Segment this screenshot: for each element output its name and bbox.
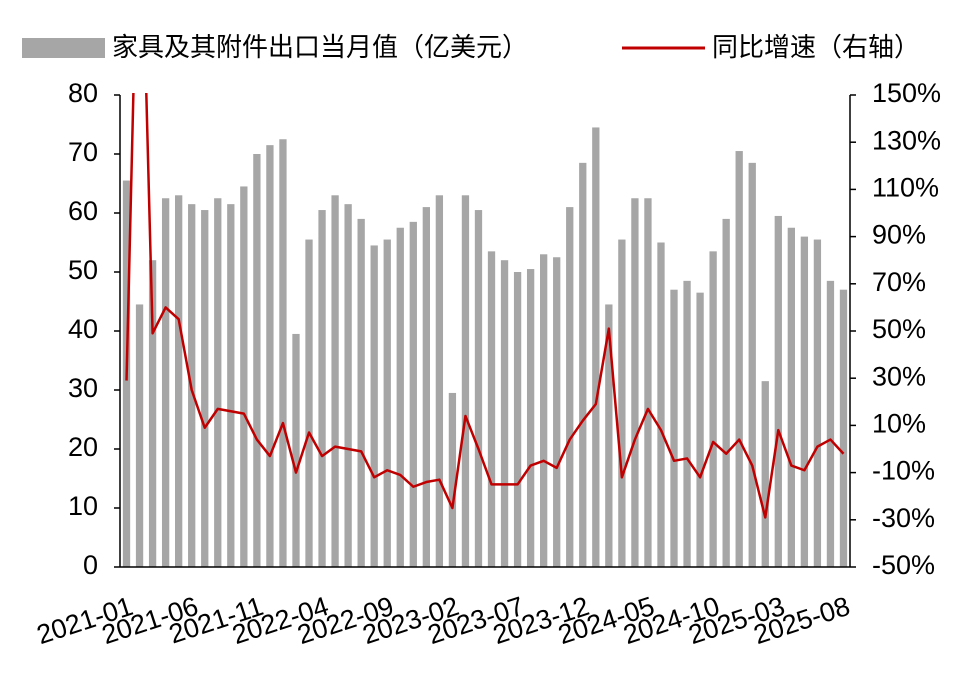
bar (148, 260, 157, 567)
y2-tick-label: -10% (872, 456, 935, 486)
bar (266, 145, 274, 567)
bar (787, 227, 795, 567)
bar (800, 236, 809, 567)
y-tick-label: 70 (68, 137, 98, 167)
bar (592, 127, 600, 567)
bar (370, 245, 378, 567)
legend-swatch (22, 38, 105, 58)
bar (553, 257, 561, 567)
y2-tick-label: 130% (872, 125, 941, 155)
bar (240, 186, 248, 567)
bar (305, 239, 313, 568)
y-tick-label: 50 (68, 255, 98, 285)
bar (318, 210, 326, 568)
bar (344, 204, 352, 567)
bar (435, 195, 444, 568)
y2-tick-label: 110% (872, 173, 939, 203)
bar (774, 215, 782, 567)
bar (500, 260, 509, 567)
bar (735, 151, 743, 568)
y2-tick-label: 10% (872, 409, 926, 439)
bar (292, 333, 300, 567)
bar (331, 195, 339, 568)
y2-tick-label: 150% (872, 78, 941, 108)
legend-label: 同比增速（右轴） (712, 32, 920, 62)
bar (175, 195, 183, 568)
bar (683, 280, 691, 567)
bar (513, 272, 522, 567)
bar (670, 289, 678, 567)
bar (540, 254, 548, 568)
bar (487, 251, 496, 567)
bar (696, 292, 704, 567)
bar (201, 210, 209, 568)
bar (357, 218, 365, 567)
bar (474, 210, 483, 568)
bar (579, 162, 587, 567)
bar (657, 242, 665, 567)
bar (422, 207, 430, 567)
y2-tick-label: 50% (872, 314, 926, 344)
bar (605, 304, 613, 567)
y2-tick-label: 90% (872, 220, 926, 250)
y-tick-label: 0 (83, 550, 98, 580)
y2-tick-label: 70% (872, 267, 926, 297)
bar (761, 381, 769, 567)
y2-tick-label: -50% (872, 550, 935, 580)
bar (448, 392, 457, 567)
bar (826, 280, 835, 567)
bar (644, 198, 652, 567)
line-group (125, 93, 845, 519)
legend-label: 家具及其附件出口当月值（亿美元） (112, 32, 528, 62)
bar (526, 269, 535, 567)
bar (566, 207, 574, 567)
bar (461, 195, 470, 568)
y-tick-label: 30 (68, 373, 98, 403)
bar (161, 198, 170, 567)
bar (383, 239, 391, 568)
y2-tick-label: 30% (872, 361, 926, 391)
bar (409, 221, 417, 567)
bar (618, 239, 626, 568)
bar (748, 162, 756, 567)
line (125, 93, 845, 519)
bar (396, 227, 404, 567)
bar (709, 251, 717, 567)
bar (813, 239, 822, 568)
bar (253, 154, 261, 567)
y-tick-label: 20 (68, 432, 98, 462)
bar (839, 289, 848, 567)
y2-tick-label: -30% (872, 503, 935, 533)
bar (279, 139, 287, 567)
y-tick-label: 80 (68, 78, 98, 108)
bar (227, 204, 235, 567)
y-tick-label: 40 (68, 314, 98, 344)
bar (631, 198, 639, 567)
y-tick-label: 60 (68, 196, 98, 226)
y-tick-label: 10 (68, 491, 98, 521)
bar (722, 218, 730, 567)
bar (214, 198, 222, 567)
bar (135, 304, 144, 567)
